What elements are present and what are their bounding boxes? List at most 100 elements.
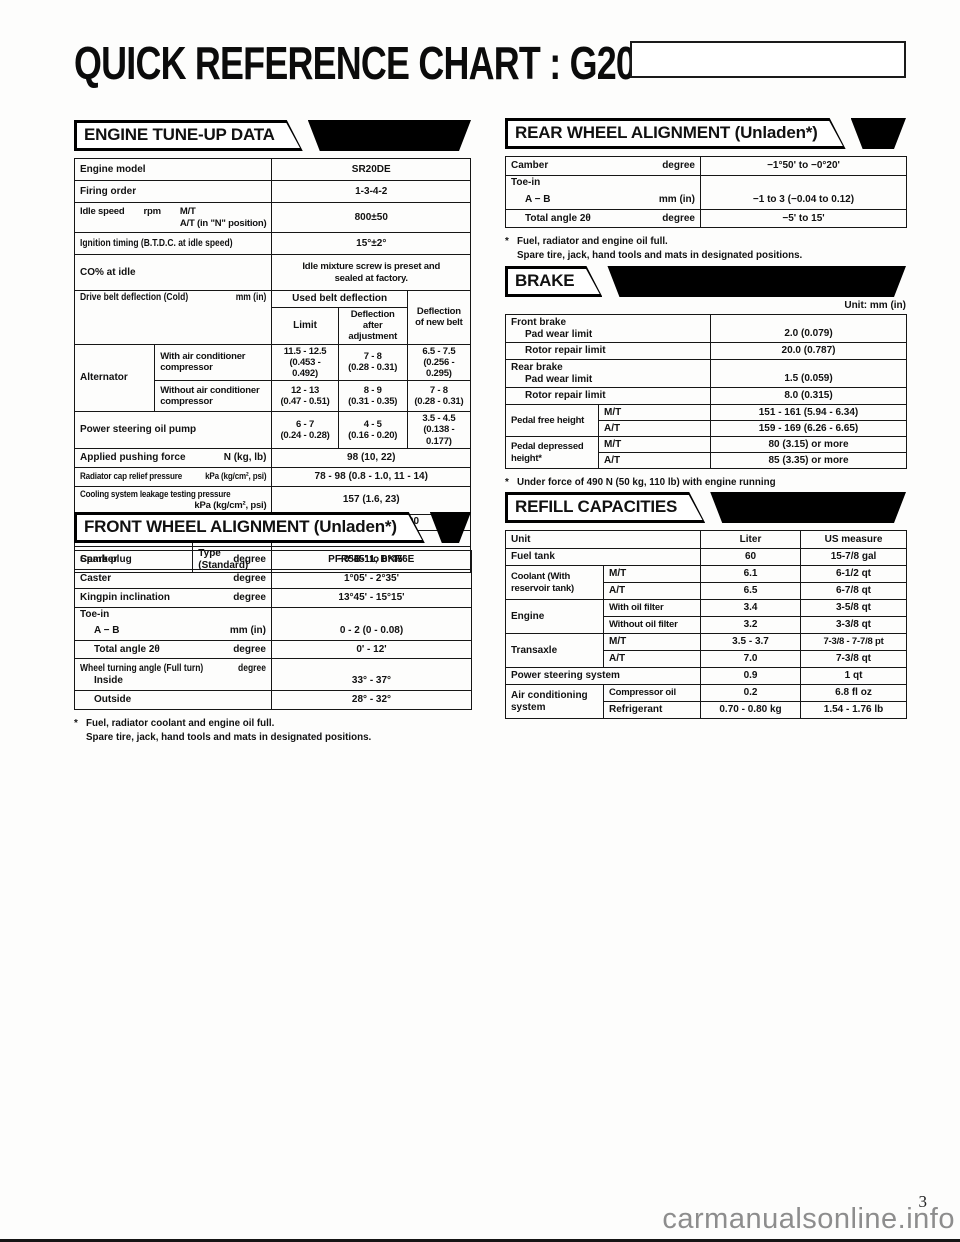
idle-speed-mt: M/T <box>179 206 196 218</box>
pedal-depressed-label: Pedal depressed height* <box>505 436 599 469</box>
table-row: Outside 28° - 32° <box>74 690 472 710</box>
front-brake-pad-label: Front brake Pad wear limit <box>505 314 711 343</box>
rear-brake-rotor-label: Rotor repair limit <box>505 387 711 405</box>
title-box <box>630 41 906 78</box>
brake-footnote: * Under force of 490 N (50 kg, 110 lb) wi… <box>505 477 776 488</box>
toe-in-label: Toe-in <box>505 175 701 191</box>
toe-in-spacer <box>700 175 907 191</box>
coolant-at-us: 6-7/8 qt <box>800 582 908 600</box>
alt-with-ac-label: With air conditioner compressor <box>154 343 273 382</box>
engine-oil-without-us: 3-3/8 qt <box>800 616 908 634</box>
total-angle-value: 0' - 12' <box>271 640 472 659</box>
section-brake: BRAKE Unit: mm (in) Front brake Pad wear… <box>505 266 907 490</box>
table-row: Engine model SR20DE <box>73 158 471 181</box>
power-steering-new: 3.5 - 4.5 (0.138 - 0.177) <box>406 411 472 449</box>
camber-value: −1°50' to −0°20' <box>700 156 907 176</box>
table-row: Limit Deflection after adjustment <box>75 307 471 345</box>
radiator-cap-value: 78 - 98 (0.8 - 1.0, 11 - 14) <box>271 466 471 487</box>
used-belt-header: Used belt deflection <box>271 290 408 308</box>
section-title: REFILL CAPACITIES <box>515 497 678 516</box>
ac-compressor-oil-label: Compressor oil <box>602 684 702 702</box>
header-banner <box>710 492 906 523</box>
table-row: Firing order 1-3-4-2 <box>73 180 471 203</box>
page-title: QUICK REFERENCE CHART : G20 <box>74 37 636 89</box>
pedal-free-label: Pedal free height <box>505 404 599 437</box>
refill-header-liter: Liter <box>700 530 802 549</box>
alt-without-ac-limit: 12 - 13 (0.47 - 0.51) <box>271 380 339 413</box>
section-front-alignment: FRONT WHEEL ALIGNMENT (Unladen*) Camber d… <box>74 512 472 745</box>
alternator-label: Alternator <box>73 343 156 413</box>
section-rear-alignment: REAR WHEEL ALIGNMENT (Unladen*) Camber de… <box>505 118 907 263</box>
section-title: FRONT WHEEL ALIGNMENT (Unladen*) <box>84 517 397 536</box>
table-row: Rotor repair limit 8.0 (0.315) <box>505 387 907 405</box>
engine-oil-without-label: Without oil filter <box>602 616 702 634</box>
camber-value: −0°45' to 0°45' <box>271 550 472 570</box>
table-row: Without oil filter 3.2 3-3/8 qt <box>506 616 908 634</box>
ac-compressor-oil-liter: 0.2 <box>700 684 802 702</box>
fuel-tank-liter: 60 <box>700 548 802 566</box>
ac-refrigerant-label: Refrigerant <box>602 701 702 719</box>
section-title: BRAKE <box>515 271 575 290</box>
table-row: Transaxle M/T 3.5 - 3.7 7-3/8 - 7-7/8 pt <box>505 633 908 668</box>
table-row: Toe-in <box>505 175 907 191</box>
table-row: Refrigerant 0.70 - 0.80 kg 1.54 - 1.76 l… <box>506 701 908 719</box>
ignition-timing-label: Ignition timing (B.T.D.C. at idle speed) <box>73 232 273 255</box>
wheel-turning-outside-value: 28° - 32° <box>271 690 472 710</box>
table-row: Caster degree 1°05' - 2°35' <box>74 569 472 589</box>
cooling-leak-value: 157 (1.6, 23) <box>271 485 471 515</box>
table-row: Total angle 2θ degree 0' - 12' <box>74 640 472 659</box>
table-row: Applied pushing force N (kg, lb) 98 (10, … <box>73 447 471 468</box>
table-row: Pedal free height M/T 151 - 161 (5.94 - … <box>505 404 907 437</box>
caster-value: 1°05' - 2°35' <box>271 569 472 589</box>
camber-label: Camber degree <box>74 550 272 570</box>
table-row: Total angle 2θ degree −5' to 15' <box>505 209 907 228</box>
table-row: Unit Liter US measure <box>504 530 908 549</box>
a-b-value: −1 to 3 (−0.04 to 0.12) <box>700 190 907 210</box>
header-banner <box>430 512 471 543</box>
table-row: Radiator cap relief pressure kPa (kg/cm²,… <box>73 466 471 487</box>
table-row: Kingpin inclination degree 13°45' - 15°15… <box>74 588 472 608</box>
table-row: Power steering oil pump 6 - 7 (0.24 - 0.2… <box>73 411 472 449</box>
page-number: 3 <box>918 1192 928 1211</box>
engine-oil-without-liter: 3.2 <box>700 616 802 634</box>
header-box: REAR WHEEL ALIGNMENT (Unladen*) <box>505 118 846 149</box>
caster-label: Caster degree <box>74 569 272 589</box>
table-row: Coolant (With reservoir tank) M/T 6.1 6-… <box>505 565 908 600</box>
transaxle-mt-label: M/T <box>602 633 702 651</box>
camber-label: Camber degree <box>505 156 701 176</box>
transaxle-label: Transaxle <box>505 633 604 668</box>
refill-header-us: US measure <box>800 530 908 549</box>
toe-in-spacer <box>271 607 472 623</box>
coolant-mt-label: M/T <box>602 565 702 583</box>
pedal-depressed-at-value: 85 (3.35) or more <box>710 452 907 469</box>
ac-compressor-oil-us: 6.8 fl oz <box>800 684 908 702</box>
kingpin-label: Kingpin inclination degree <box>74 588 272 608</box>
rear-brake-rotor-value: 8.0 (0.315) <box>710 387 907 405</box>
brake-table: Front brake Pad wear limit 2.0 (0.079) R… <box>505 314 907 469</box>
power-steering-label: Power steering system <box>504 667 702 685</box>
section-title: ENGINE TUNE-UP DATA <box>84 125 275 144</box>
pedal-free-mt-value: 151 - 161 (5.94 - 6.34) <box>710 404 907 421</box>
firing-order-value: 1-3-4-2 <box>271 180 471 203</box>
idle-speed-at: A/T (in "N" position) <box>179 217 267 229</box>
total-angle-label: Total angle 2θ degree <box>505 209 701 228</box>
table-row: Rear brake Pad wear limit 1.5 (0.059) <box>505 359 907 388</box>
fuel-tank-us: 15-7/8 gal <box>800 548 908 566</box>
section-title: REAR WHEEL ALIGNMENT (Unladen*) <box>515 123 818 142</box>
pushing-force-label: Applied pushing force N (kg, lb) <box>73 447 273 468</box>
new-belt-header: Deflection of new belt <box>406 290 472 345</box>
transaxle-at-label: A/T <box>602 650 702 668</box>
table-row: Engine With oil filter 3.4 3-5/8 qt <box>505 599 908 634</box>
coolant-at-label: A/T <box>602 582 702 600</box>
brake-unit-note: Unit: mm (in) <box>844 300 906 311</box>
firing-order-label: Firing order <box>73 180 273 203</box>
idle-speed-value: 800±50 <box>271 202 471 233</box>
engine-model-label: Engine model <box>73 158 273 181</box>
transaxle-mt-us: 7-3/8 - 7-7/8 pt <box>800 633 908 651</box>
engine-oil-with-liter: 3.4 <box>700 599 802 617</box>
